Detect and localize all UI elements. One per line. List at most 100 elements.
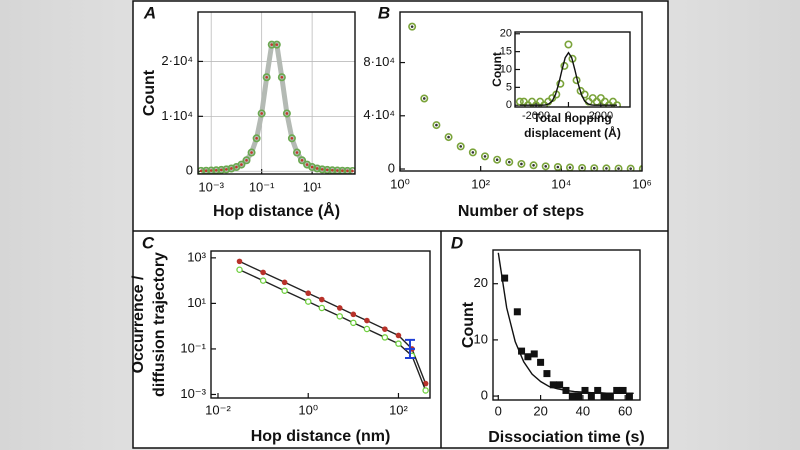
data-point-center xyxy=(556,165,560,169)
x-tick-label: 40 xyxy=(576,403,590,418)
data-point-center xyxy=(230,167,233,170)
x-tick-label: 10² xyxy=(471,176,490,191)
x-axis-label: Number of steps xyxy=(458,203,584,220)
data-point-center xyxy=(219,168,223,172)
plot-area xyxy=(515,32,630,107)
data-point xyxy=(556,381,564,389)
data-point-center xyxy=(255,137,258,140)
data-point xyxy=(594,386,602,394)
data-point-center xyxy=(617,167,620,170)
series-line xyxy=(239,260,427,384)
data-point xyxy=(217,165,226,174)
x-axis-label: Total hopping xyxy=(533,111,611,125)
panel-label: D xyxy=(451,233,463,252)
y-axis-label: Occurrence / xyxy=(130,275,147,373)
data-point xyxy=(625,392,633,400)
x-tick-label: 10⁰ xyxy=(298,402,318,417)
data-point-center xyxy=(270,43,274,46)
data-point xyxy=(260,269,266,276)
data-point xyxy=(613,386,621,394)
data-point xyxy=(259,277,267,284)
data-point-center xyxy=(260,112,263,115)
x-tick-label: 2000 xyxy=(589,110,613,122)
plot-area xyxy=(198,12,355,174)
data-point xyxy=(456,142,465,151)
data-point xyxy=(222,165,231,174)
x-tick-label: 10⁴ xyxy=(551,176,571,191)
data-point xyxy=(236,258,243,265)
data-point xyxy=(564,40,573,49)
y-tick-label: 10¹ xyxy=(187,295,206,310)
data-point xyxy=(614,164,623,171)
data-point-center xyxy=(520,162,523,166)
panel-label: B xyxy=(378,3,390,22)
data-point xyxy=(581,386,589,394)
data-point-center xyxy=(483,155,487,158)
y-axis-label: Count xyxy=(460,301,477,348)
data-point xyxy=(318,304,326,312)
y-axis-label: diffusion trajectory xyxy=(151,252,168,397)
data-point-center xyxy=(325,168,329,172)
y-axis-label: Count xyxy=(141,69,158,116)
y-tick-label: 20 xyxy=(474,275,488,290)
data-point xyxy=(237,160,246,169)
data-point-center xyxy=(199,169,203,173)
data-point-center xyxy=(315,167,319,170)
plot-area xyxy=(211,251,430,398)
plot-frame xyxy=(514,31,631,108)
plot-clip xyxy=(497,252,634,400)
data-point-center xyxy=(209,169,213,172)
series-line xyxy=(519,51,617,106)
data-point-center xyxy=(351,169,354,173)
data-point-center xyxy=(336,169,339,172)
data-point xyxy=(420,94,429,103)
x-tick-label: 20 xyxy=(533,403,547,418)
data-point xyxy=(281,279,288,286)
y-tick-label: 8·10⁴ xyxy=(363,54,395,69)
data-point-center xyxy=(305,163,309,166)
data-point xyxy=(395,332,402,339)
data-point xyxy=(518,347,526,355)
data-point-center xyxy=(605,167,608,170)
data-point xyxy=(336,305,343,311)
data-point-center xyxy=(290,137,294,140)
data-point-center xyxy=(300,159,304,162)
data-point-center xyxy=(471,151,475,154)
data-point xyxy=(227,164,236,173)
data-point xyxy=(444,133,453,142)
data-point xyxy=(252,134,261,143)
y-tick-label: 5 xyxy=(506,81,512,93)
panel-label: A xyxy=(143,3,156,22)
data-point xyxy=(262,73,271,82)
y-tick-label: 1·10⁴ xyxy=(161,108,193,123)
data-point xyxy=(568,392,576,400)
data-point xyxy=(408,22,417,31)
data-point xyxy=(524,353,532,361)
y-tick-label: 0 xyxy=(186,163,193,178)
y-tick-label: 10⁻³ xyxy=(180,386,206,401)
data-point xyxy=(600,392,608,400)
data-point xyxy=(543,370,551,378)
plot-frame xyxy=(492,249,641,401)
x-tick-label: 10² xyxy=(389,402,408,417)
data-point xyxy=(587,392,595,400)
data-point xyxy=(602,164,611,171)
y-tick-label: 0 xyxy=(506,99,512,111)
x-tick-label: 10¹ xyxy=(303,179,322,194)
y-axis-label: Count xyxy=(490,52,504,87)
x-tick-label: 10⁰ xyxy=(390,176,410,191)
data-point xyxy=(319,296,325,303)
data-point-center xyxy=(629,167,632,170)
data-point xyxy=(468,148,477,157)
data-point xyxy=(638,164,642,171)
y-tick-label: 10 xyxy=(474,331,488,346)
data-point-center xyxy=(447,135,450,139)
data-point xyxy=(626,164,635,171)
data-point xyxy=(350,311,357,318)
data-point-center xyxy=(280,75,284,79)
data-point-center xyxy=(532,163,535,167)
data-point xyxy=(277,73,286,82)
data-point xyxy=(382,326,388,332)
data-point xyxy=(198,166,206,174)
data-point-center xyxy=(240,163,243,166)
